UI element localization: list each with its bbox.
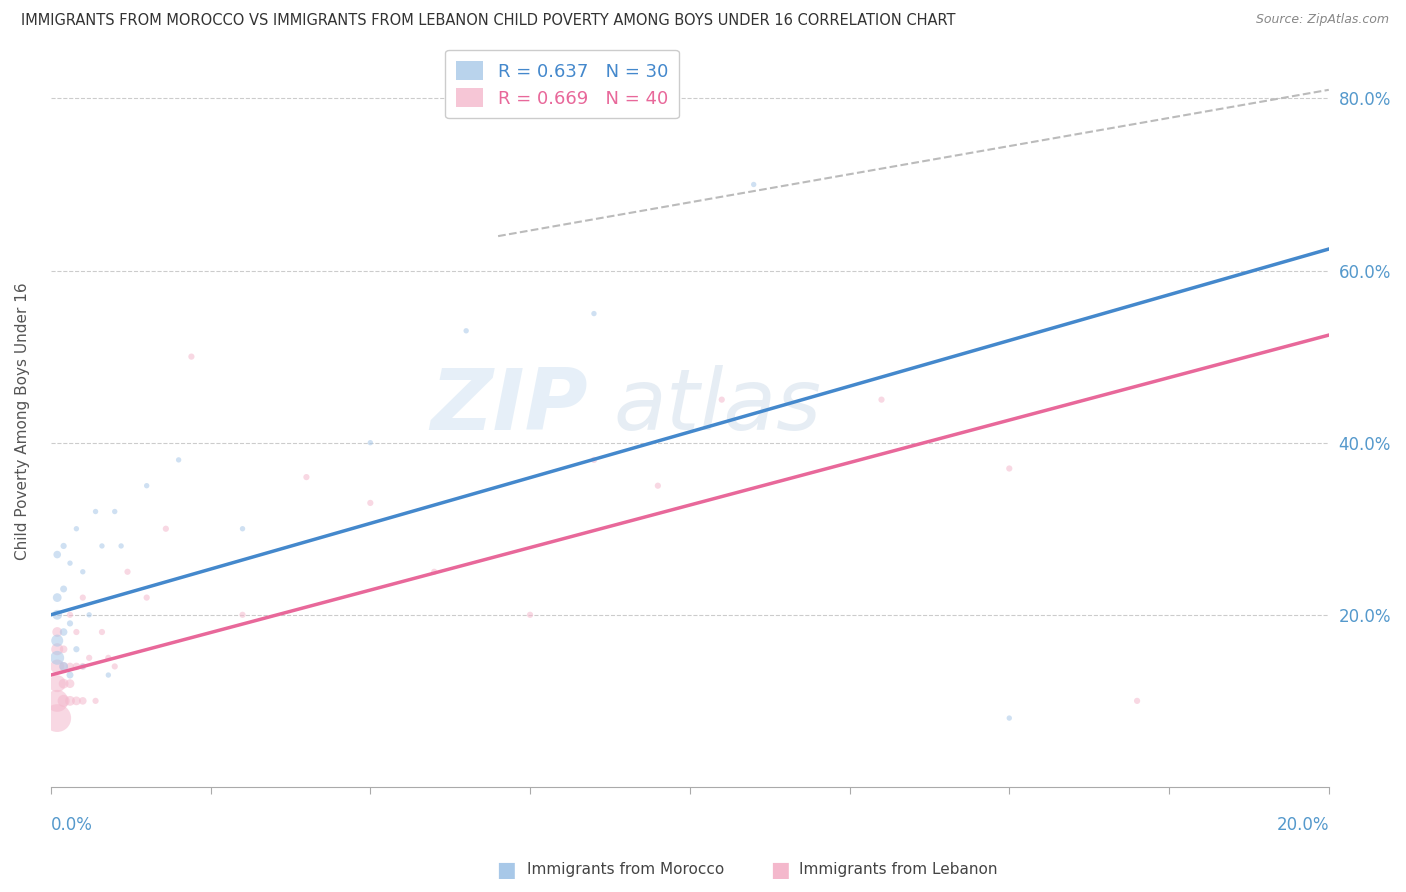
Point [72,659,94,673]
Text: Immigrants from Morocco: Immigrants from Morocco [527,863,724,877]
Point [72,694,94,708]
Point [582,453,605,467]
Point [998,461,1021,475]
Point [46,548,69,562]
Point [46,642,69,657]
Text: IMMIGRANTS FROM MOROCCO VS IMMIGRANTS FROM LEBANON CHILD POVERTY AMONG BOYS UNDE: IMMIGRANTS FROM MOROCCO VS IMMIGRANTS FR… [21,13,956,29]
Point [52,676,75,690]
Point [65,522,87,536]
Point [647,479,669,493]
Point [84,694,107,708]
Point [46,650,69,665]
Point [59,676,82,690]
Point [167,453,190,467]
Point [65,642,87,657]
Point [46,694,69,708]
Point [231,522,253,536]
Point [59,556,82,570]
Point [59,616,82,631]
Point [52,659,75,673]
Point [59,659,82,673]
Point [46,711,69,725]
Point [104,659,127,673]
Text: 20.0%: 20.0% [1277,816,1329,834]
Point [59,694,82,708]
Text: ■: ■ [770,860,790,880]
Point [155,522,177,536]
Text: ■: ■ [496,860,516,880]
Point [46,625,69,640]
Text: atlas: atlas [613,365,821,448]
Point [52,582,75,596]
Point [46,633,69,648]
Point [295,470,318,484]
Point [91,625,114,640]
Point [59,607,82,622]
Point [77,650,100,665]
Point [117,565,139,579]
Point [52,625,75,640]
Point [742,178,765,192]
Point [519,607,541,622]
Legend: R = 0.637   N = 30, R = 0.669   N = 40: R = 0.637 N = 30, R = 0.669 N = 40 [446,50,679,119]
Point [231,607,253,622]
Text: 0.0%: 0.0% [51,816,93,834]
Point [135,479,157,493]
Point [52,642,75,657]
Point [72,565,94,579]
Point [91,539,114,553]
Point [582,307,605,321]
Point [84,504,107,518]
Text: ZIP: ZIP [430,365,588,448]
Point [46,676,69,690]
Text: Source: ZipAtlas.com: Source: ZipAtlas.com [1256,13,1389,27]
Point [65,694,87,708]
Point [52,539,75,553]
Point [46,607,69,622]
Point [65,659,87,673]
Point [77,607,100,622]
Point [456,324,478,338]
Y-axis label: Child Poverty Among Boys Under 16: Child Poverty Among Boys Under 16 [15,283,30,560]
Text: Immigrants from Lebanon: Immigrants from Lebanon [799,863,997,877]
Point [97,650,120,665]
Point [870,392,893,407]
Point [59,668,82,682]
Point [423,565,446,579]
Point [180,350,202,364]
Point [135,591,157,605]
Point [998,711,1021,725]
Point [52,694,75,708]
Point [359,496,381,510]
Point [97,668,120,682]
Point [72,659,94,673]
Point [46,659,69,673]
Point [1126,694,1149,708]
Point [359,435,381,450]
Point [65,625,87,640]
Point [46,591,69,605]
Point [710,392,733,407]
Point [72,591,94,605]
Point [110,539,132,553]
Point [104,504,127,518]
Point [52,659,75,673]
